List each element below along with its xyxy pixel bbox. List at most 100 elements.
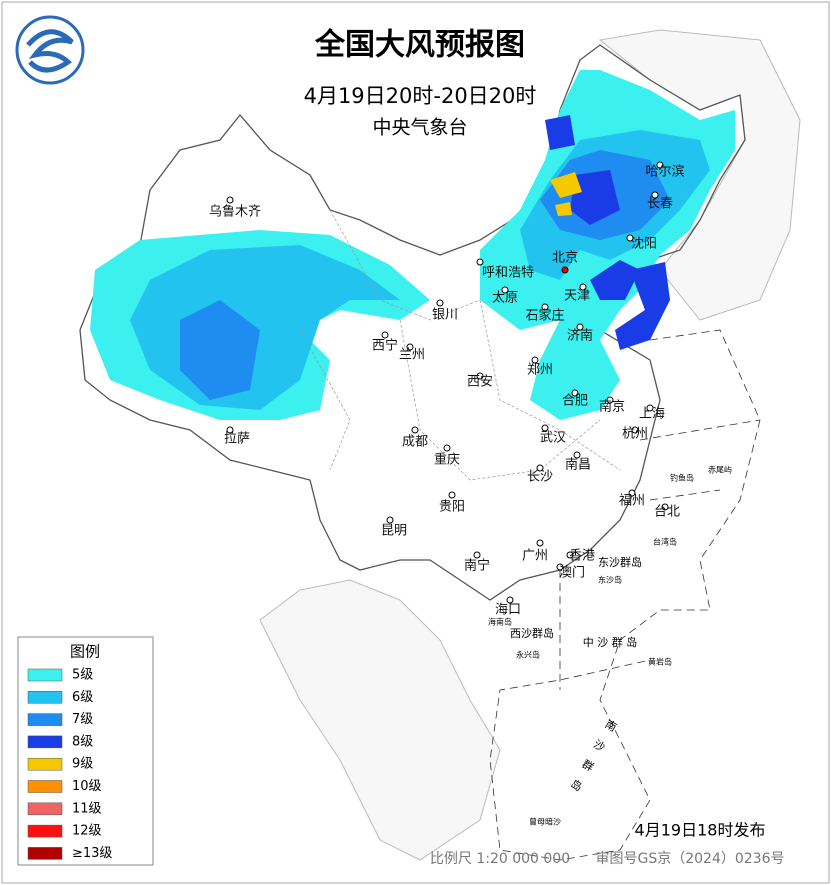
city-label: 乌鲁木齐 [209, 204, 261, 220]
legend: 5级 6级 7级 8级 9级 10级 11级 12级 ≥13级 [27, 668, 112, 861]
city-dot [501, 286, 509, 294]
city-dot [566, 551, 574, 559]
province-border [299, 209, 621, 481]
city-label: 哈尔滨 [645, 164, 684, 180]
city-dot [476, 258, 484, 266]
city-dot [561, 266, 569, 274]
city-label: 银川 [432, 308, 458, 323]
city-label: 石家庄 [525, 308, 564, 324]
legend-label: 8级 [72, 734, 93, 749]
city-dot [576, 323, 584, 331]
legend-swatch [27, 780, 63, 793]
city-dot [579, 283, 587, 291]
legend-label: 10级 [72, 779, 102, 794]
wind-area [180, 300, 260, 400]
wind-area [550, 172, 582, 198]
legend-label: 12级 [72, 824, 102, 839]
island-label: 钓鱼岛 [670, 473, 694, 483]
city-dot [646, 404, 654, 412]
wind-area [555, 202, 572, 216]
city-label: 南昌 [565, 457, 591, 473]
city-label: 济南 [567, 328, 593, 344]
city-label: 贵阳 [439, 500, 465, 515]
logo [26, 29, 74, 73]
city-dot [656, 161, 664, 169]
legend-title: 图例 [70, 643, 100, 661]
city-dot [476, 372, 484, 380]
legend-swatch [27, 824, 63, 838]
subtitle: 4月19日20时-20日20时 [304, 84, 537, 108]
city-label: 北京 [552, 251, 578, 266]
island-label: 黄岩岛 [648, 657, 672, 667]
city-dot [411, 426, 419, 434]
legend-swatch [27, 691, 63, 704]
city-label: 成都 [402, 435, 428, 450]
legend-swatch [27, 802, 63, 816]
city-dot [626, 234, 634, 242]
city-dot [541, 303, 549, 311]
legend-label: ≥13级 [72, 846, 112, 861]
city-label: 长沙 [527, 470, 553, 485]
scale: 比例尺 1:20 000 000 [430, 851, 570, 867]
city-label: 澳门 [559, 565, 585, 581]
city-label: 合肥 [562, 394, 588, 409]
city-label: 天津 [564, 289, 590, 304]
city-label: 杭州 [622, 427, 648, 442]
city-label: 昆明 [381, 524, 407, 539]
issuer: 中央气象台 [372, 117, 467, 139]
island-label: 曾母暗沙 [529, 817, 561, 827]
city-dot [473, 551, 481, 559]
city-label: 广州 [522, 549, 548, 564]
city-label: 台北 [654, 505, 680, 520]
legend-label: 9级 [72, 757, 93, 772]
wind-areas [90, 70, 735, 420]
city-dot [606, 396, 614, 404]
island-label: 永兴岛 [516, 650, 540, 660]
legend-swatch [27, 668, 63, 682]
city-dot [226, 426, 234, 434]
legend-label: 5级 [72, 668, 93, 683]
city-dot [406, 343, 414, 351]
wind-area [590, 260, 640, 300]
approval-number: 审图号GS京（2024）0236号 [596, 851, 785, 867]
legend-label: 7级 [72, 712, 93, 727]
city-dot [436, 299, 444, 307]
city-dot [573, 451, 581, 459]
neighbour-land [259, 579, 501, 861]
wind-area [615, 262, 670, 350]
city-dot [661, 503, 669, 511]
city-label: 重庆 [434, 452, 460, 468]
city-dot [536, 539, 544, 547]
city-label: 南京 [599, 399, 625, 415]
maritime-boundary [489, 329, 761, 861]
wind-area [570, 170, 620, 225]
city-label: 武汉 [540, 431, 566, 446]
city-label: 南宁 [464, 558, 490, 574]
issue-time: 4月19日18时发布 [635, 821, 766, 840]
city-dot [443, 444, 451, 452]
legend-label: 11级 [72, 801, 102, 816]
city-label: 呼和浩特 [482, 266, 534, 281]
city-label: 海口 [495, 603, 521, 618]
city-dot [531, 356, 539, 364]
legend-swatch [27, 713, 63, 726]
city-dot [556, 563, 564, 571]
island-label: 西沙群岛 [510, 626, 554, 640]
island-label: 东沙岛 [598, 575, 622, 585]
city-dot [226, 196, 234, 204]
city-dot [628, 489, 636, 497]
city-label: 福州 [619, 494, 645, 509]
island-label: 东沙群岛 [598, 555, 642, 569]
legend-swatch [27, 735, 63, 749]
island-label: 中 沙 群 岛 [583, 635, 638, 649]
city-dot [381, 331, 389, 339]
city-label: 香港 [569, 549, 595, 564]
city-label: 拉萨 [224, 432, 250, 447]
city-dot [386, 516, 394, 524]
title: 全国大风预报图 [314, 28, 525, 63]
city-label: 沈阳 [631, 237, 657, 252]
city-label: 太原 [492, 291, 518, 306]
city-label: 兰州 [399, 348, 425, 363]
city-label: 西安 [467, 375, 493, 390]
